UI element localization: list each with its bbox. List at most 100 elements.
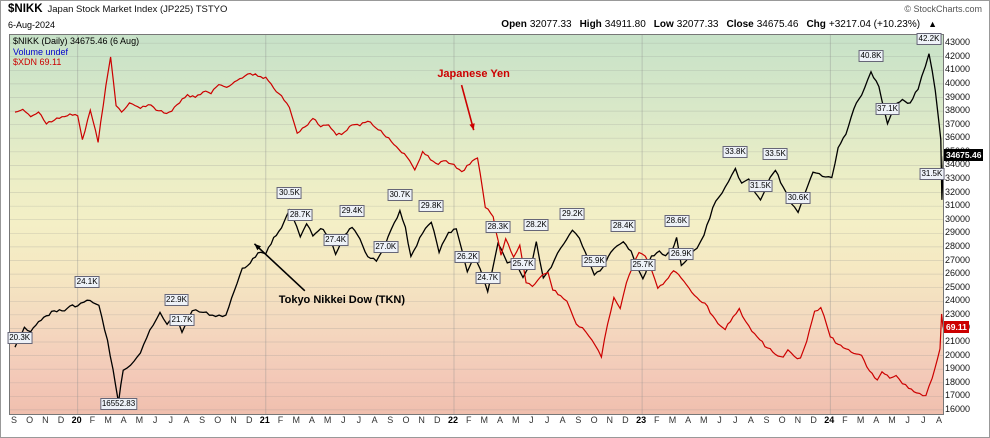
point-label: 30.6K xyxy=(785,192,811,205)
point-label: 20.3K xyxy=(7,332,33,345)
point-label: 30.7K xyxy=(387,188,413,201)
x-axis-month-label: N xyxy=(42,415,49,425)
x-axis-month-label: D xyxy=(810,415,817,425)
y-axis-label: 32000 xyxy=(945,186,971,197)
y-axis-label: 19000 xyxy=(945,363,971,374)
y-axis-label: 43000 xyxy=(945,37,971,48)
xdn-line xyxy=(14,56,943,397)
x-axis-month-label: M xyxy=(104,415,112,425)
x-axis-month-label: S xyxy=(387,415,394,425)
x-axis-month-label: D xyxy=(245,415,253,425)
x-axis-month-label: M xyxy=(323,415,332,425)
point-label: 31.5K xyxy=(748,180,773,192)
point-label: 40.8K xyxy=(858,49,884,62)
y-axis-label: 28000 xyxy=(945,240,971,251)
y-axis-label: 27000 xyxy=(945,254,971,265)
y-axis-label: 36000 xyxy=(945,132,971,143)
x-axis-month-label: M xyxy=(292,415,300,425)
quote-item: High 34911.80 xyxy=(580,19,646,30)
price-tag: 69.11 xyxy=(944,320,969,333)
y-axis-label: 30000 xyxy=(945,213,971,224)
change-up-arrow-icon: ▲ xyxy=(928,19,937,29)
y-axis-label: 29000 xyxy=(945,227,971,238)
y-axis-label: 33000 xyxy=(945,173,971,183)
x-axis-month-label: J xyxy=(529,415,534,425)
quote-value: 34911.80 xyxy=(604,19,646,30)
point-label: 16552.83 xyxy=(99,398,138,411)
x-axis-month-label: O xyxy=(590,415,598,425)
x-axis-month-label: M xyxy=(511,415,520,425)
x-axis-month-label: A xyxy=(685,415,692,425)
x-axis-year-label: 20 xyxy=(71,415,82,425)
legend-item: Volume undef xyxy=(13,46,69,57)
x-axis-month-label: A xyxy=(873,415,880,425)
quote-item: Chg +3217.04 (+10.23%) xyxy=(806,19,920,30)
x-axis-month-label: A xyxy=(120,415,127,425)
x-axis-month-label: D xyxy=(57,415,65,425)
point-label: 24.7K xyxy=(475,271,501,284)
chart-canvas xyxy=(10,35,943,414)
point-label: 33.8K xyxy=(722,145,748,158)
y-axis-label: 17000 xyxy=(945,390,971,401)
y-axis-label: 34000 xyxy=(945,159,971,170)
x-axis-month-label: J xyxy=(921,415,926,425)
plot-area: $NIKK (Daily) 34675.46 (6 Aug) Volume und… xyxy=(7,32,945,415)
symbol-description: Japan Stock Market Index (JP225) TSTYO xyxy=(47,4,228,15)
x-axis-month-label: S xyxy=(10,415,18,425)
x-axis-month-label: S xyxy=(575,415,582,425)
quote-item: Low 32077.33 xyxy=(654,19,719,30)
point-label: 28.6K xyxy=(664,215,690,228)
x-axis-month-label: N xyxy=(794,415,802,425)
x-axis-month-label: M xyxy=(480,415,489,425)
x-axis-month-label: N xyxy=(606,415,614,425)
x-axis-year-label: 24 xyxy=(824,415,835,425)
x-axis-month-label: J xyxy=(168,415,174,425)
x-axis-month-label: M xyxy=(135,415,144,425)
point-label: 28.7K xyxy=(287,208,313,221)
x-axis-month-label: J xyxy=(544,415,550,425)
y-axis-label: 31000 xyxy=(945,200,971,211)
quote-item: Close 34675.46 xyxy=(726,19,798,30)
annotation-arrowhead xyxy=(254,243,261,251)
x-axis-month-label: A xyxy=(559,415,566,425)
point-label: 30.5K xyxy=(276,187,302,199)
x-axis-month-label: A xyxy=(183,415,190,425)
point-label: 37.1K xyxy=(875,102,900,115)
x-axis-month-label: J xyxy=(905,415,910,425)
point-label: 28.2K xyxy=(523,218,549,231)
y-axis-label: 40000 xyxy=(945,77,971,88)
x-axis-month-label: M xyxy=(888,415,896,425)
point-label: 24.1K xyxy=(74,276,100,289)
chart-date: 6-Aug-2024 xyxy=(8,20,56,30)
y-axis-label: 25000 xyxy=(945,281,971,292)
x-axis-month-label: A xyxy=(308,415,315,425)
point-label: 42.2K xyxy=(916,32,942,45)
x-axis-month-label: O xyxy=(26,415,34,425)
x-axis-month-label: F xyxy=(465,415,472,425)
y-axis-label: 24000 xyxy=(945,295,971,306)
annotation-text: Japanese Yen xyxy=(437,68,510,81)
point-label: 31.5K xyxy=(919,167,945,180)
y-axis-label: 16000 xyxy=(945,403,971,414)
x-axis-month-label: A xyxy=(371,415,378,425)
quote-item: Open 32077.33 xyxy=(501,19,571,30)
quote-label: Low xyxy=(653,19,674,30)
price-tag: 34675.46 xyxy=(944,149,984,162)
point-label: 27.0K xyxy=(373,241,399,254)
x-axis-month-label: J xyxy=(152,415,158,425)
annotation-arrow xyxy=(253,243,306,292)
y-axis-label: 18000 xyxy=(945,376,971,387)
x-axis-month-label: J xyxy=(732,415,738,425)
point-label: 28.3K xyxy=(485,220,511,233)
x-axis-month-label: D xyxy=(622,415,629,425)
x-axis-month-label: M xyxy=(856,415,865,425)
quote-value: 32077.33 xyxy=(676,19,719,30)
x-axis-month-label: F xyxy=(654,415,660,425)
x-axis-month-label: M xyxy=(700,415,708,425)
annotation-arrow xyxy=(460,84,475,131)
x-axis-month-label: M xyxy=(668,415,677,425)
x-axis-month-label: O xyxy=(214,415,222,425)
y-axis-label: 20000 xyxy=(945,349,971,360)
x-axis-month-label: A xyxy=(747,415,754,425)
x-axis-year-label: 23 xyxy=(636,415,647,425)
